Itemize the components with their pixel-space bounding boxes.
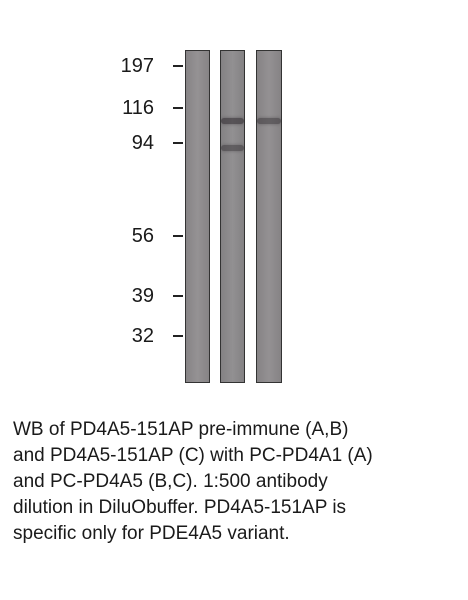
marker-tick-94: [173, 142, 183, 144]
marker-tick-39: [173, 295, 183, 297]
band-C-116: [257, 118, 281, 124]
western-blot-figure: 197 116 94 56 39 32: [120, 50, 282, 383]
marker-label-116: 116: [122, 97, 154, 119]
marker-tick-56: [173, 235, 183, 237]
lane-B: [220, 50, 245, 383]
marker-tick-116: [173, 107, 183, 109]
lane-C: [256, 50, 282, 383]
marker-label-39: 39: [131, 285, 154, 307]
caption-line-4: dilution in DiluObuffer. PD4A5-151AP is: [13, 497, 347, 518]
caption-line-1: WB of PD4A5-151AP pre-immune (A,B): [13, 419, 349, 440]
band-B-94: [221, 145, 244, 151]
figure-caption: WB of PD4A5-151AP pre-immune (A,B) and P…: [13, 417, 463, 547]
marker-label-94: 94: [131, 132, 154, 154]
lane-A: [185, 50, 210, 383]
marker-label-32: 32: [131, 325, 154, 347]
caption-line-2: and PD4A5-151AP (C) with PC-PD4A1 (A): [13, 445, 373, 466]
marker-label-197: 197: [120, 55, 154, 77]
band-B-116: [221, 118, 244, 124]
caption-line-5: specific only for PDE4A5 variant.: [13, 523, 290, 544]
caption-line-3: and PC-PD4A5 (B,C). 1:500 antibody: [13, 471, 328, 492]
marker-label-56: 56: [131, 225, 154, 247]
marker-tick-197: [173, 65, 183, 67]
marker-tick-32: [173, 335, 183, 337]
